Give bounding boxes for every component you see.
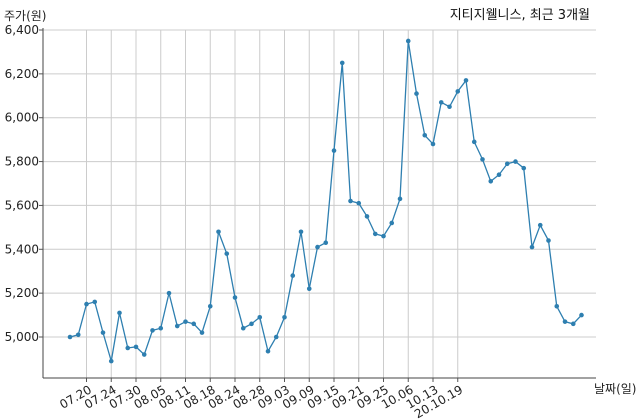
data-point: [298, 229, 304, 235]
data-point: [339, 60, 345, 66]
data-point: [249, 321, 254, 327]
data-point: [405, 38, 411, 44]
data-point: [331, 148, 337, 153]
data-point: [372, 231, 378, 237]
data-point: [513, 159, 518, 164]
price-series-points: [67, 38, 584, 364]
y-tick-label: 6,400: [5, 23, 39, 37]
data-point: [108, 358, 114, 364]
data-point: [240, 325, 246, 331]
y-tick-label: 5,600: [5, 198, 39, 212]
y-tick-label: 6,200: [5, 67, 39, 81]
data-point: [232, 295, 238, 300]
data-point: [117, 310, 122, 316]
data-point: [84, 301, 89, 307]
data-point: [438, 100, 444, 105]
grid-lines: [43, 29, 596, 378]
data-point: [488, 179, 494, 184]
data-point: [430, 141, 436, 147]
y-tick-label: 5,000: [5, 330, 39, 344]
data-point: [282, 314, 287, 320]
data-point: [422, 132, 428, 138]
data-point: [257, 314, 263, 320]
data-point: [463, 78, 469, 83]
y-axis-ticks: 5,000 5,200 5,400 5,600 5,800 6,000 6,200 6,400: [5, 23, 43, 344]
data-point: [125, 345, 131, 351]
data-point: [546, 238, 551, 243]
data-point: [397, 196, 403, 202]
data-point: [158, 325, 164, 331]
data-point: [100, 330, 106, 335]
data-point: [447, 104, 452, 110]
data-point: [455, 89, 461, 94]
data-point: [199, 330, 205, 335]
data-point: [529, 244, 535, 250]
data-point: [290, 273, 296, 278]
data-point: [207, 304, 213, 309]
data-point: [191, 321, 197, 327]
data-point: [381, 233, 386, 239]
data-point: [537, 222, 543, 228]
data-point: [174, 323, 180, 329]
data-point: [364, 214, 370, 219]
data-point: [521, 165, 527, 171]
y-axis-title: 주가(원): [4, 9, 46, 23]
price-series-line: [69, 40, 582, 362]
data-point: [224, 251, 230, 256]
data-point: [570, 321, 576, 327]
data-point: [504, 161, 510, 167]
data-point: [67, 334, 73, 340]
data-point: [265, 348, 271, 354]
data-point: [92, 299, 98, 305]
y-tick-label: 6,000: [5, 111, 39, 125]
data-point: [554, 304, 560, 309]
data-point: [471, 139, 477, 145]
data-point: [183, 319, 188, 324]
chart-title: 지티지웰니스, 최근 3개월: [450, 8, 590, 23]
y-tick-label: 5,400: [5, 242, 39, 256]
data-point: [315, 244, 320, 250]
data-point: [323, 240, 329, 246]
data-point: [306, 286, 312, 292]
axes: [42, 28, 596, 379]
data-point: [166, 290, 172, 296]
x-axis-ticks: 07.2007.2407.3008.0508.1108.1808.2408.28…: [57, 378, 465, 419]
data-point: [133, 344, 139, 350]
data-point: [75, 332, 81, 338]
data-point: [273, 334, 279, 340]
y-tick-label: 5,800: [5, 155, 39, 169]
data-point: [141, 352, 147, 357]
data-point: [356, 200, 362, 206]
data-point: [348, 198, 353, 204]
data-point: [562, 319, 568, 324]
x-axis-title: 날짜(일): [594, 382, 636, 396]
data-point: [480, 157, 485, 162]
data-point: [579, 312, 584, 318]
y-tick-label: 5,200: [5, 286, 39, 300]
data-point: [496, 172, 502, 178]
data-point: [150, 328, 155, 333]
data-point: [389, 220, 395, 226]
data-point: [216, 229, 221, 235]
data-point: [414, 91, 419, 96]
